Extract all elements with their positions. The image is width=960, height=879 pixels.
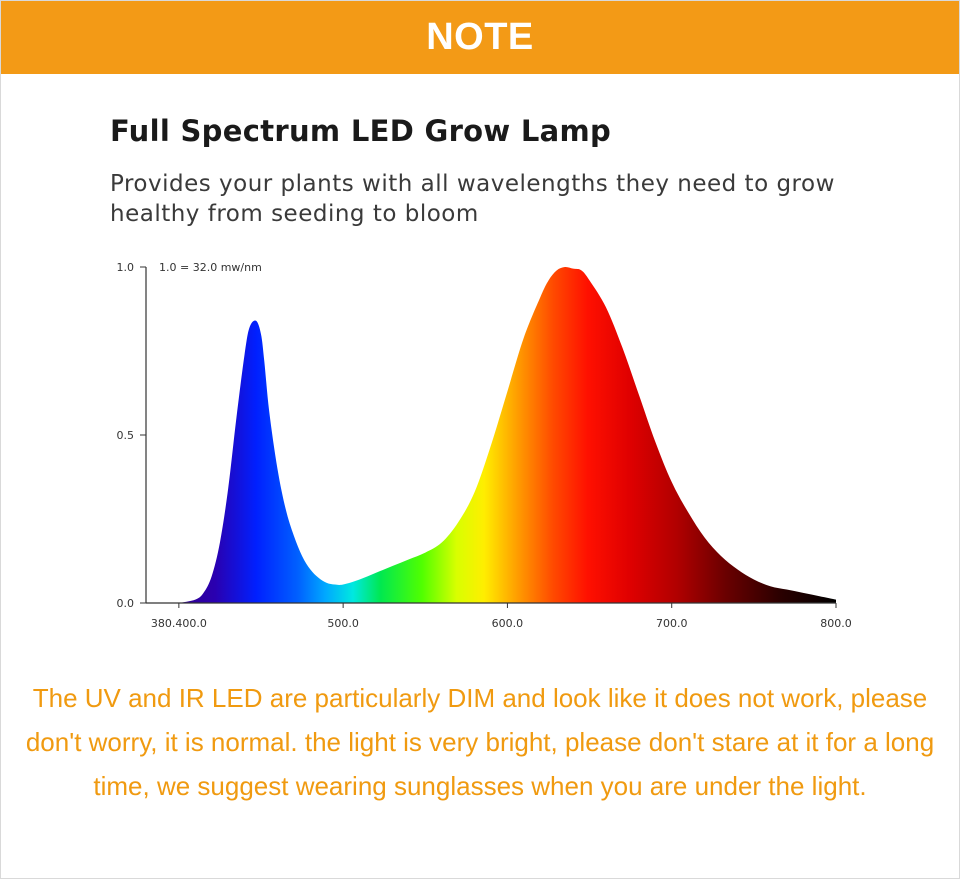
note-banner: NOTE [1,1,959,74]
y-tick-label: 0.0 [117,597,135,610]
x-tick-label: 800.0 [820,617,852,630]
chart-title: Full Spectrum LED Grow Lamp [110,114,612,148]
y-tick-label: 1.0 [117,261,135,274]
x-tick-label: 380.400.0 [151,617,207,630]
y-tick-label: 0.5 [117,429,135,442]
chart-subtitle: Provides your plants with all wavelength… [110,171,835,227]
note-banner-label: NOTE [426,16,534,58]
plot-area: 0.0 0.5 1.0 380.400.0 500.0 600.0 700.0 800.0 [117,261,852,630]
scale-note: 1.0 = 32.0 mw/nm [159,261,262,274]
x-tick-label: 700.0 [656,617,688,630]
spectrum-area [178,266,836,603]
note-text: The UV and IR LED are particularly DIM a… [25,683,935,801]
spectrum-chart: 0.0 0.5 1.0 380.400.0 500.0 600.0 700.0 800.0 1… [117,261,852,630]
x-tick-label: 600.0 [492,617,524,630]
x-tick-label: 500.0 [327,617,359,630]
